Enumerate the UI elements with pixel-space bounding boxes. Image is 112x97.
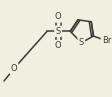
- Text: S: S: [55, 27, 60, 36]
- Text: O: O: [54, 41, 61, 50]
- Text: Br: Br: [101, 36, 110, 45]
- Text: S: S: [78, 38, 83, 47]
- Text: O: O: [11, 64, 17, 73]
- Text: O: O: [54, 12, 61, 21]
